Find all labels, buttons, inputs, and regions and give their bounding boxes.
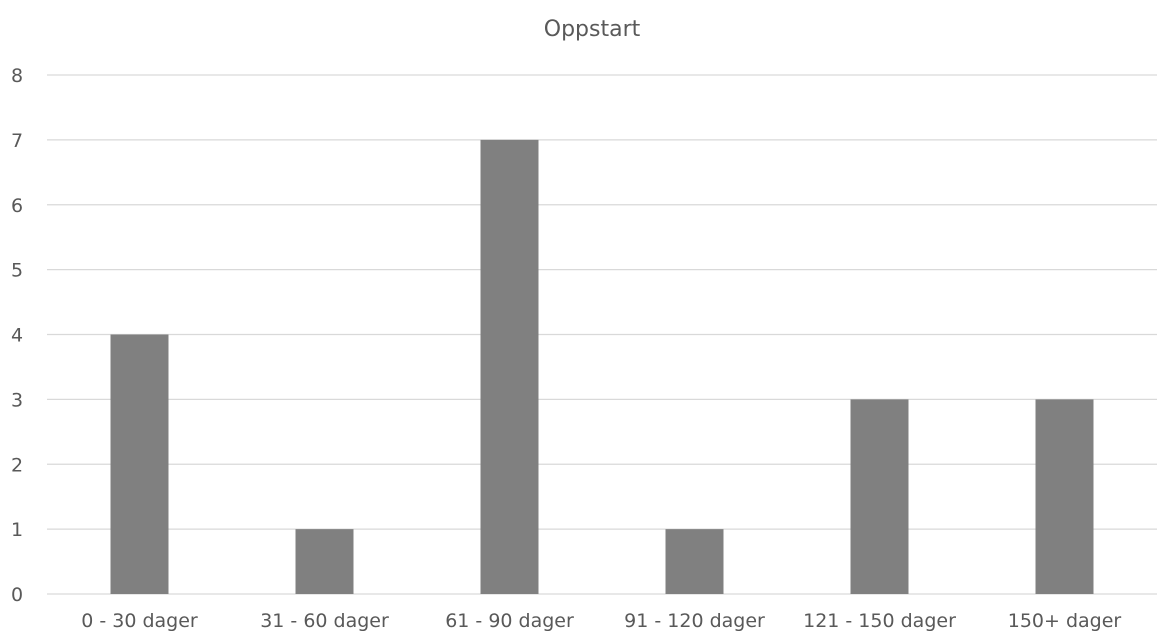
y-tick-label: 3	[11, 389, 23, 411]
gridlines	[47, 74, 1157, 595]
y-tick-label: 0	[11, 584, 23, 606]
y-axis-ticks: 0 1 2 3 4 5 6 7 8	[11, 65, 23, 606]
x-tick-label: 0 - 30 dager	[81, 610, 198, 632]
y-tick-label: 4	[11, 325, 23, 347]
bar	[1035, 399, 1094, 594]
x-tick-label: 61 - 90 dager	[445, 610, 574, 632]
chart-title: Oppstart	[544, 17, 641, 42]
bar	[850, 399, 909, 594]
x-axis-ticks: 0 - 30 dager 31 - 60 dager 61 - 90 dager 91…	[81, 610, 1121, 632]
y-tick-label: 7	[11, 130, 23, 152]
x-tick-label: 91 - 120 dager	[624, 610, 765, 632]
bar	[110, 334, 169, 594]
x-tick-label: 31 - 60 dager	[260, 610, 389, 632]
y-tick-label: 5	[11, 260, 23, 282]
bar	[480, 139, 539, 594]
x-tick-label: 150+ dager	[1008, 610, 1122, 632]
bar	[295, 529, 354, 594]
bars	[110, 139, 1094, 594]
y-tick-label: 6	[11, 195, 23, 217]
y-tick-label: 1	[11, 519, 23, 541]
x-tick-label: 121 - 150 dager	[803, 610, 956, 632]
y-tick-label: 2	[11, 454, 23, 476]
y-tick-label: 8	[11, 65, 23, 87]
bar	[665, 529, 724, 594]
